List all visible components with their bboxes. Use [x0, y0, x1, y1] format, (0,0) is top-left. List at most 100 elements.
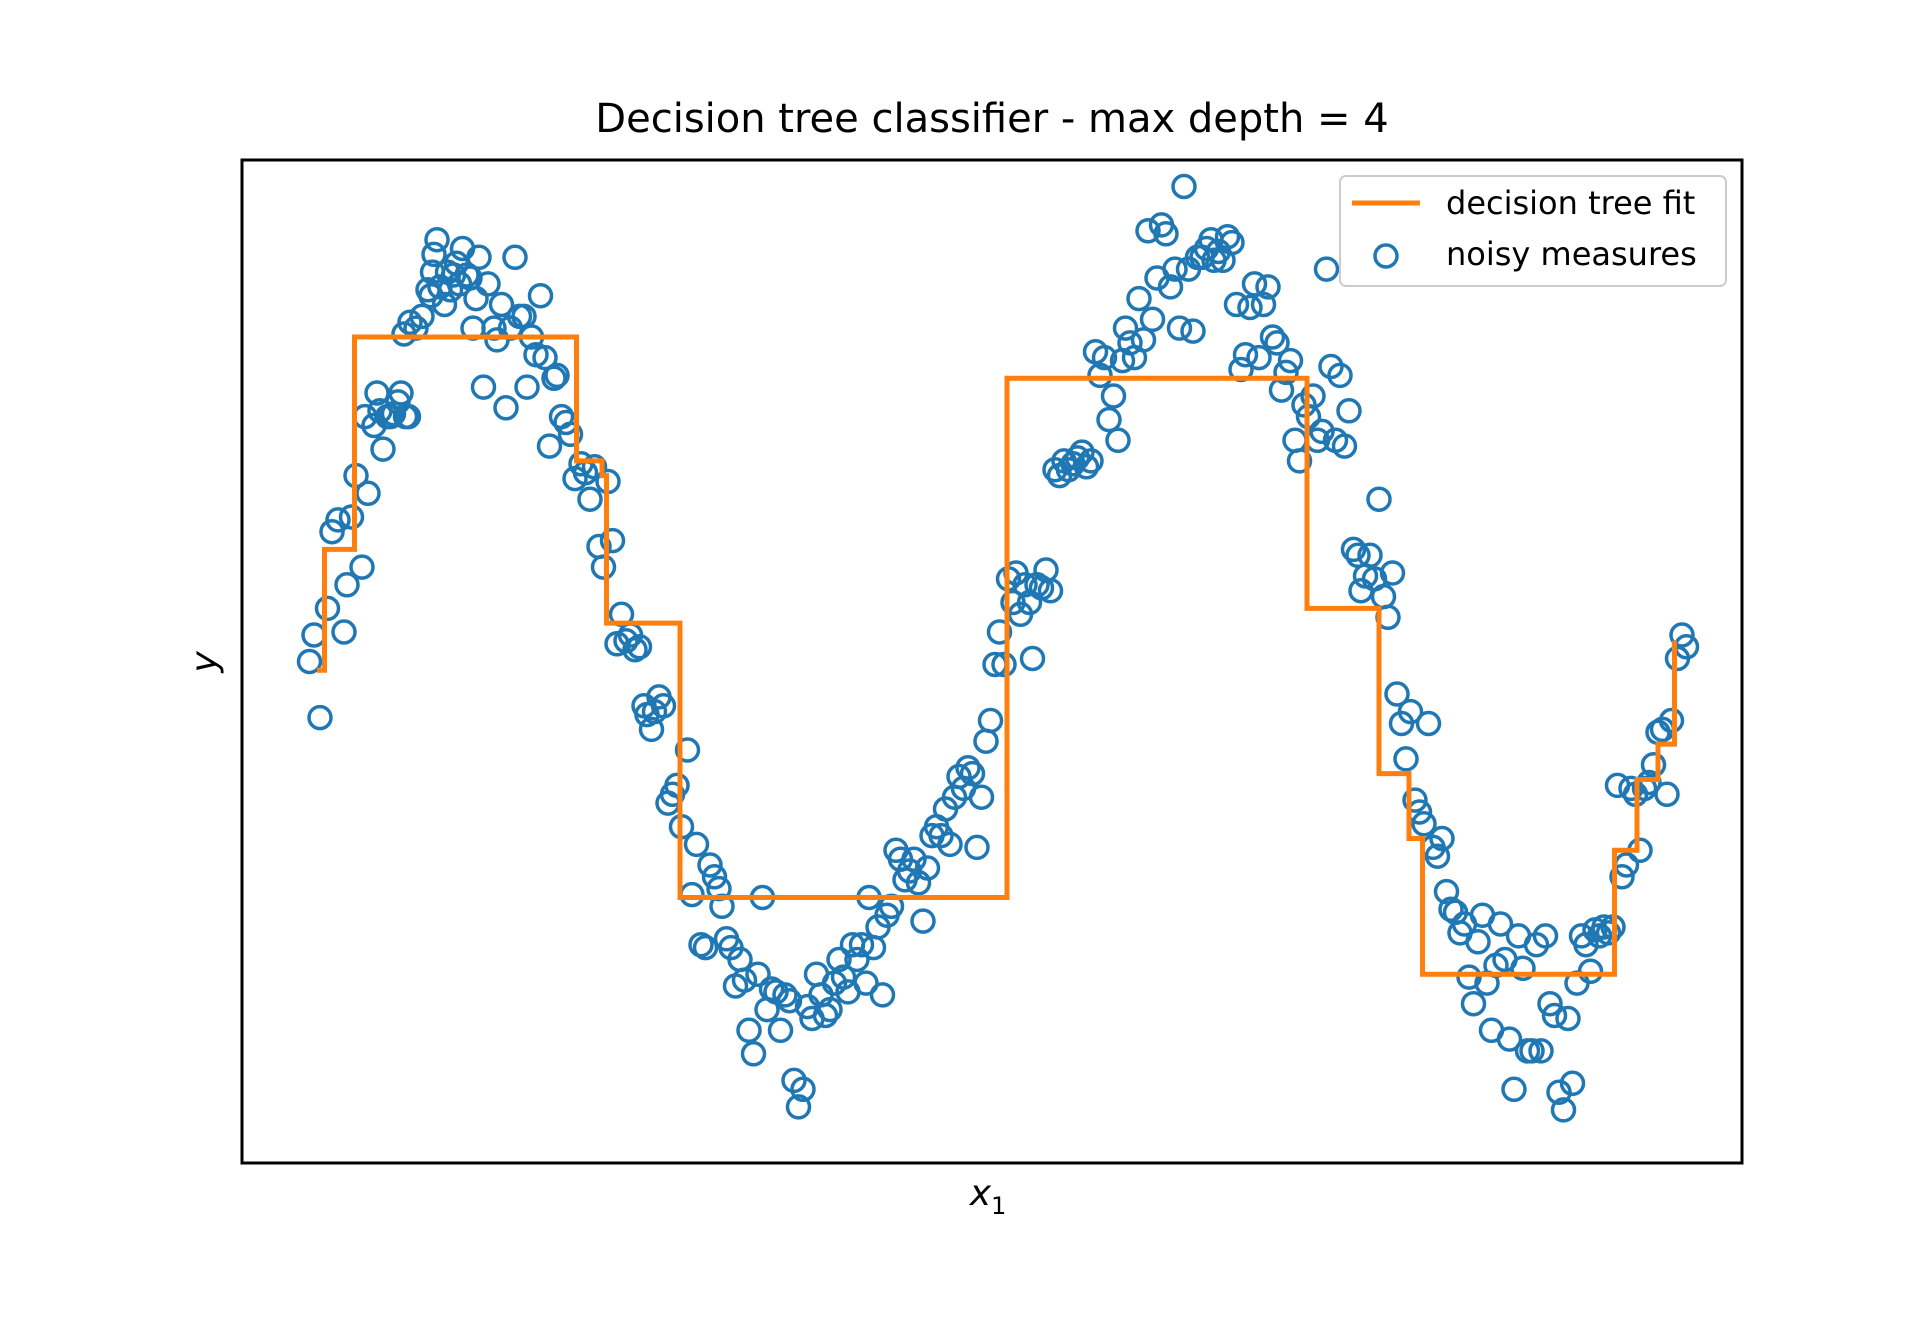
noisy-measure-point [1429, 825, 1455, 852]
noisy-measure-point [830, 964, 857, 990]
noisy-measure-point [1112, 315, 1139, 341]
noisy-measure-point [325, 507, 351, 533]
legend-label-fit: decision tree fit [1446, 184, 1695, 222]
noisy-measure-point [1327, 362, 1353, 389]
noisy-measure-point [869, 982, 896, 1008]
noisy-measure-point [638, 716, 665, 743]
noisy-measure-point [1496, 1026, 1523, 1052]
noisy-measure-point [1460, 990, 1487, 1017]
noisy-measure-point [731, 967, 758, 993]
x-axis-label: x1 [969, 1173, 1007, 1220]
noisy-measure-point [1019, 645, 1046, 672]
noisy-measure-point [1348, 577, 1374, 604]
noisy-measure-point [502, 244, 528, 271]
noisy-measure-point [377, 403, 404, 430]
noisy-measure-point [1180, 318, 1206, 344]
legend-label-measures: noisy measures [1446, 235, 1697, 273]
noisy-measure-point [964, 834, 990, 861]
noisy-measure-point [463, 285, 489, 312]
noisy-measure-point [650, 693, 677, 719]
noisy-measure-point [1424, 843, 1451, 869]
noisy-measure-point [541, 365, 567, 392]
noisy-measure-point [1384, 681, 1410, 707]
noisy-measure-point [1223, 291, 1250, 318]
noisy-measure-point [395, 403, 422, 430]
noisy-measure-point [1300, 383, 1326, 409]
noisy-measure-point [946, 763, 972, 790]
noisy-measure-point [767, 1017, 794, 1044]
noisy-measure-point [626, 634, 653, 660]
noisy-measure-point [557, 421, 584, 448]
noisy-measure-point [1537, 990, 1563, 1017]
noisy-measure-point [968, 784, 995, 810]
noisy-measure-point [1654, 781, 1680, 808]
noisy-measure-point [785, 1094, 812, 1120]
plot-area [296, 173, 1700, 1123]
noisy-measure-point [319, 518, 345, 545]
noisy-measure-point [1250, 291, 1277, 318]
noisy-measure-point [745, 961, 771, 987]
noisy-measure-point [692, 934, 719, 961]
x-axis-label-main: x [969, 1173, 992, 1214]
noisy-measure-point [493, 395, 519, 421]
noisy-measure-point [1415, 710, 1442, 737]
noisy-measure-point [1069, 439, 1095, 465]
noisy-measure-point [1153, 221, 1179, 247]
noisy-measure-point [1519, 1038, 1545, 1064]
y-axis-label: y [184, 651, 225, 674]
noisy-measure-point [1096, 406, 1122, 433]
decision-tree-fit-line [317, 334, 1677, 977]
noisy-measure-point [1397, 698, 1424, 725]
noisy-measure-point [1259, 324, 1286, 350]
noisy-measure-point [781, 1067, 807, 1094]
noisy-measure-point [296, 648, 323, 675]
noisy-measure-point [1357, 542, 1383, 569]
noisy-measure-point [421, 241, 447, 268]
noisy-measure-point [758, 976, 785, 1002]
noisy-measure-point [853, 970, 879, 996]
noisy-measure-point [470, 374, 497, 400]
noisy-measure-point [1487, 911, 1514, 937]
noisy-measure-point [1640, 752, 1667, 778]
noisy-measure-point [1214, 223, 1241, 250]
noisy-measure-point [817, 996, 843, 1023]
noisy-measure-point [973, 728, 999, 754]
noisy-measure-point [955, 754, 981, 781]
noisy-measure-point [466, 244, 492, 271]
noisy-measure-point [848, 931, 875, 958]
noisy-measure-point [1135, 218, 1161, 244]
noisy-measure-point [1291, 392, 1317, 418]
noisy-measure-point [1237, 294, 1263, 321]
noisy-measure-point [1012, 572, 1038, 598]
noisy-measure-point [1171, 173, 1197, 200]
noisy-measure-point [424, 226, 450, 253]
noisy-measure-point [1232, 341, 1259, 368]
noisy-measure-point [301, 622, 327, 648]
legend-box [1339, 175, 1727, 287]
noisy-measure-point [544, 362, 570, 389]
noisy-measure-point [1162, 256, 1188, 282]
noisy-measure-point [1510, 955, 1536, 982]
noisy-measure-point [1331, 433, 1358, 459]
noisy-measure-point [826, 946, 852, 973]
noisy-measure-point [1340, 536, 1367, 563]
noisy-measure-point [364, 380, 390, 406]
legend: decision tree fit noisy measures [1339, 175, 1727, 287]
noisy-measure-point [1465, 929, 1491, 955]
noisy-measure-point [1669, 622, 1695, 648]
noisy-measure-point [664, 772, 690, 799]
noisy-measure-point [1157, 274, 1184, 300]
noisy-measure-point [532, 344, 558, 371]
noisy-measure-point [928, 822, 954, 849]
noisy-measure-point [1126, 285, 1152, 312]
noisy-measure-point [683, 831, 710, 858]
noisy-measure-point [1139, 306, 1166, 333]
noisy-measure-point [338, 504, 365, 530]
noisy-measure-point [1336, 398, 1362, 424]
noisy-measure-point [1433, 878, 1460, 905]
noisy-measure-point [1402, 787, 1428, 813]
noisy-measure-point [388, 380, 414, 406]
noisy-measure-point [1091, 344, 1118, 371]
noisy-measure-point [1286, 448, 1313, 474]
noisy-measure-point [1042, 456, 1068, 483]
